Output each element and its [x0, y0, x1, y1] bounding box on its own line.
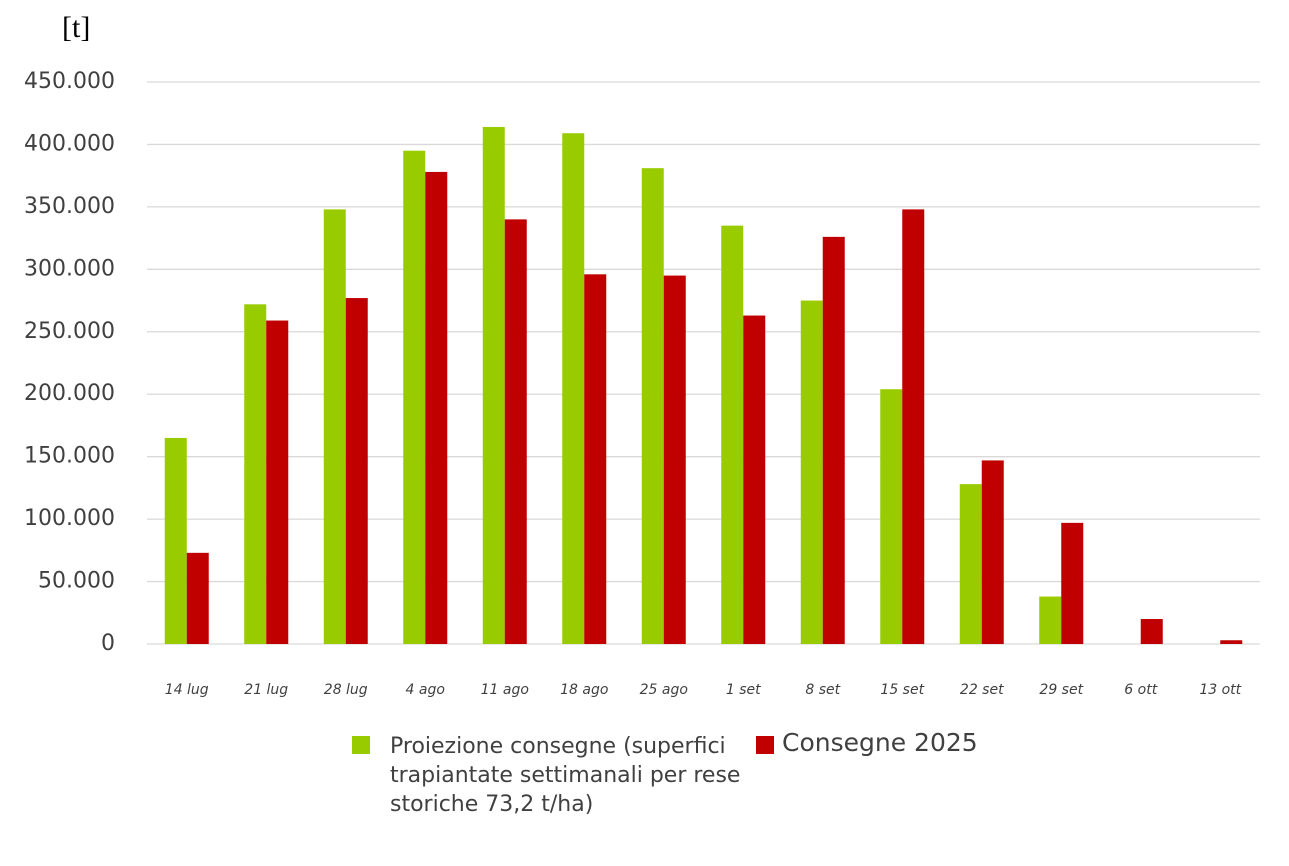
bar	[641, 168, 664, 644]
bar	[345, 298, 368, 644]
bar	[403, 150, 426, 644]
y-tick-label: 50.000	[38, 569, 115, 594]
legend-swatch	[756, 736, 774, 754]
bar	[1140, 619, 1163, 644]
x-tick-label: 18 ago	[560, 682, 608, 698]
legend-label: Proiezione consegne (superfici trapianta…	[390, 734, 741, 817]
y-tick-label: 300.000	[24, 256, 115, 281]
bar	[266, 320, 289, 644]
y-axis-label: [t]	[62, 11, 90, 44]
bar	[1039, 596, 1062, 644]
y-tick-label: 200.000	[24, 381, 115, 406]
y-tick-label: 400.000	[24, 131, 115, 156]
bar	[959, 484, 982, 644]
x-tick-label: 29 set	[1039, 682, 1083, 698]
bar	[880, 389, 903, 644]
bar	[663, 275, 686, 644]
bar	[800, 300, 823, 644]
y-tick-label: 100.000	[24, 506, 115, 531]
bar	[1061, 522, 1084, 644]
bar	[743, 315, 766, 644]
bar	[822, 236, 845, 644]
bar	[721, 225, 744, 644]
bar	[186, 552, 209, 644]
x-tick-label: 25 ago	[640, 682, 688, 698]
y-tick-label: 250.000	[24, 319, 115, 344]
legend-swatch	[352, 736, 370, 754]
bar	[482, 126, 505, 644]
bar	[584, 274, 607, 644]
x-tick-label: 1 set	[726, 682, 761, 698]
bar	[981, 460, 1004, 644]
legend-label: Consegne 2025	[782, 728, 978, 757]
bar	[902, 209, 925, 645]
y-tick-label: 0	[101, 631, 115, 656]
x-tick-label: 4 ago	[406, 682, 445, 698]
x-tick-label: 21 lug	[244, 682, 288, 698]
x-tick-label: 22 set	[960, 682, 1004, 698]
x-tick-label: 15 set	[880, 682, 924, 698]
y-tick-label: 450.000	[24, 69, 115, 94]
bar	[323, 209, 346, 645]
x-tick-label: 11 ago	[481, 682, 529, 698]
bar	[504, 219, 527, 644]
x-tick-label: 28 lug	[324, 682, 368, 698]
y-tick-label: 350.000	[24, 194, 115, 219]
bar	[562, 133, 585, 644]
x-tick-label: 6 ott	[1124, 682, 1157, 698]
x-tick-label: 8 set	[805, 682, 840, 698]
x-tick-label: 14 lug	[165, 682, 209, 698]
x-tick-label: 13 ott	[1199, 682, 1241, 698]
bar	[244, 304, 267, 644]
bar	[1220, 640, 1243, 644]
bar	[425, 171, 448, 645]
bar	[164, 437, 187, 644]
y-tick-label: 150.000	[24, 444, 115, 469]
